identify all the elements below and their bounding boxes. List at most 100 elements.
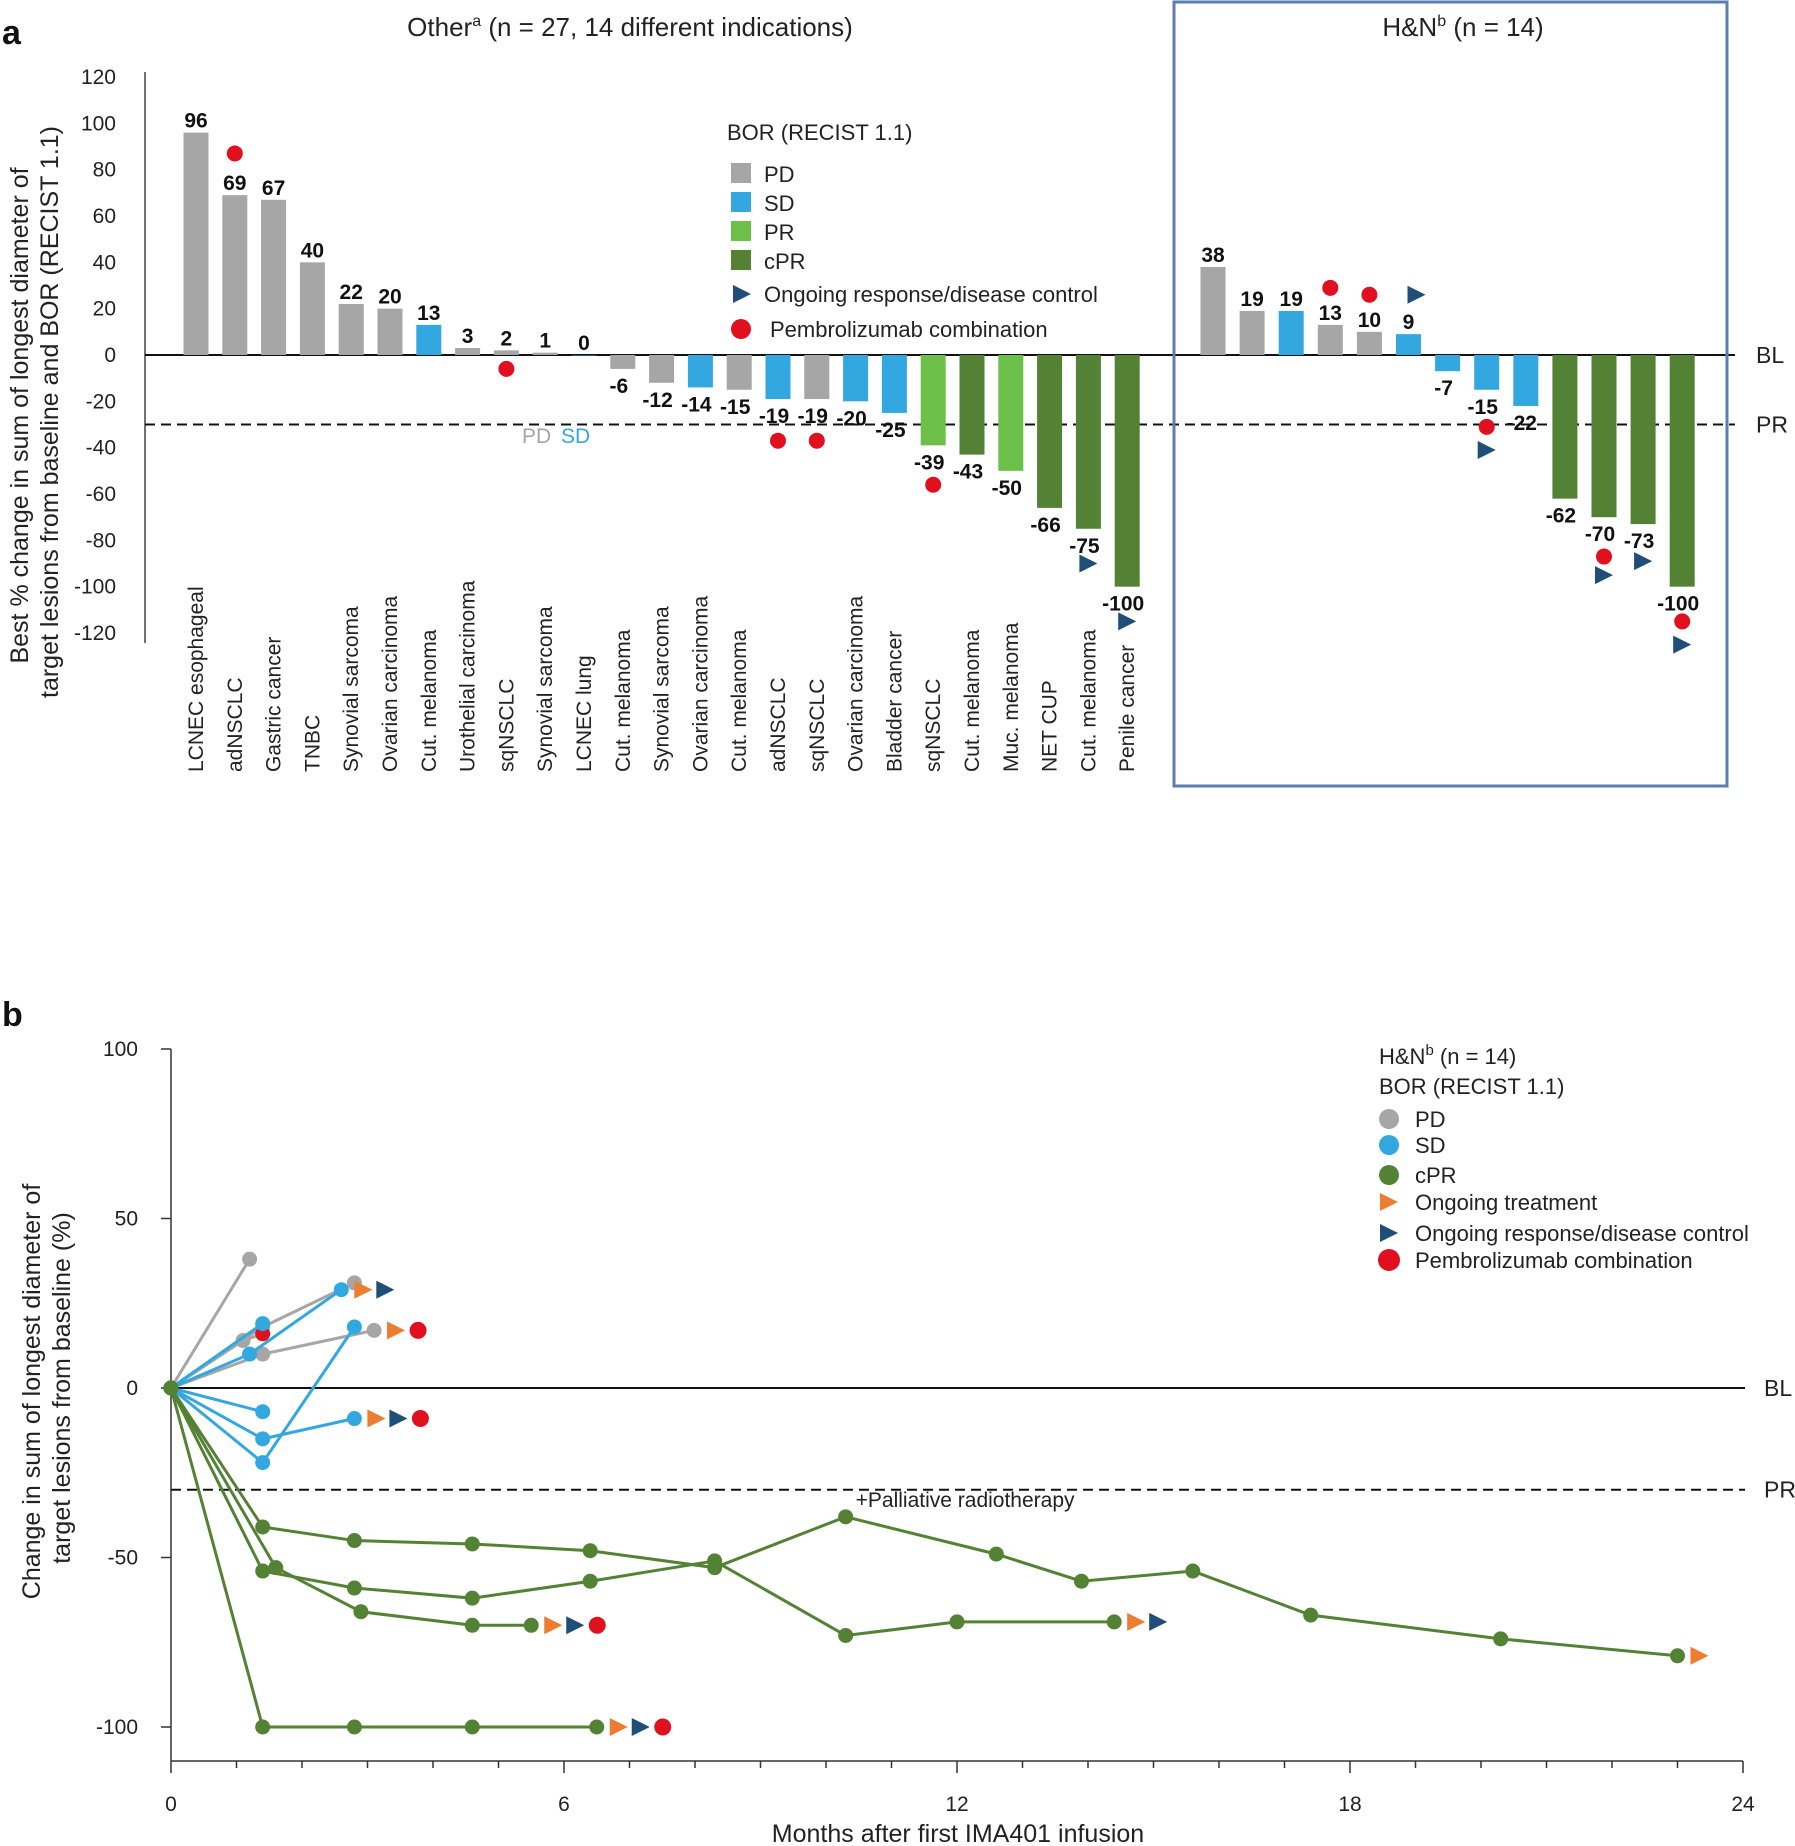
bar [1356, 331, 1382, 355]
category-label: Penile cancer [1116, 645, 1139, 772]
patient-data-point [589, 1719, 605, 1735]
patient-data-point [464, 1719, 480, 1735]
bar-value-label: -100 [1102, 593, 1144, 616]
panel-b-y-axis-title: Change in sum of longest diameter of tar… [18, 1177, 76, 1599]
panel-b-x-axis-title: Months after first IMA401 infusion [772, 1820, 1144, 1846]
ongoing-treatment-marker [387, 1321, 406, 1340]
category-label: sqNSCLC [495, 679, 518, 772]
inline-sd-note: SD [561, 425, 590, 448]
bar-value-label: 9 [1403, 311, 1415, 334]
patient-data-point [333, 1282, 349, 1298]
patient-data-point [464, 1617, 480, 1633]
bar [183, 132, 209, 355]
bar-value-label: 0 [578, 332, 590, 355]
y-tick-label: 0 [126, 1377, 138, 1400]
x-tick-label: 12 [945, 1793, 968, 1816]
patient-trajectory-line [170, 1288, 343, 1390]
category-label: TNBC [301, 715, 324, 772]
bar [843, 355, 869, 402]
bar-value-label: -15 [1468, 396, 1499, 419]
y-tick-label: -100 [74, 576, 116, 599]
patient-data-point [242, 1251, 258, 1267]
panel-b-legend-subtitle: BOR (RECIST 1.1) [1379, 1074, 1564, 1099]
legend-b-label-cpr: cPR [1415, 1163, 1457, 1188]
palliative-radiotherapy-annotation: +Palliative radiotherapy [856, 1489, 1075, 1512]
bar-value-label: 40 [301, 239, 324, 262]
bar-value-label: -14 [681, 393, 712, 416]
x-tick-label: 0 [165, 1793, 177, 1816]
bar-value-label: -73 [1624, 530, 1654, 553]
bar-value-label: -19 [798, 405, 828, 428]
pembrolizumab-marker [498, 360, 515, 377]
panel-a-legend: BOR (RECIST 1.1) PD SD PR cPR Ongoing re… [727, 120, 1098, 342]
patient-data-point [255, 1455, 271, 1471]
category-label: sqNSCLC [806, 679, 829, 772]
bar [959, 355, 985, 455]
patient-data-point [346, 1411, 362, 1427]
pembrolizumab-marker [1674, 613, 1691, 630]
patient-data-point [242, 1346, 258, 1362]
legend-swatch-pr [731, 221, 751, 241]
category-label: Gastric cancer [263, 637, 286, 772]
pembrolizumab-marker [925, 476, 942, 493]
bar [377, 308, 403, 355]
ongoing-treatment-marker [544, 1616, 563, 1635]
ongoing-response-marker [566, 1616, 585, 1635]
bar-value-label: 19 [1240, 288, 1263, 311]
inline-pd-note: PD [522, 425, 551, 448]
category-label: NET CUP [1039, 680, 1062, 772]
bar-value-label: -75 [1069, 535, 1100, 558]
category-label: LCNEC lung [573, 655, 596, 772]
bar-value-label: 69 [223, 172, 246, 195]
ongoing-treatment-marker [1690, 1646, 1709, 1665]
bar-value-label: 22 [340, 281, 363, 304]
bar-value-label: -70 [1585, 523, 1615, 546]
pembrolizumab-marker [1361, 286, 1378, 303]
bar [1239, 310, 1265, 355]
legend-label-pembrolizumab: Pembrolizumab combination [770, 317, 1048, 342]
patient-data-point [346, 1580, 362, 1596]
y-tick-label: 120 [81, 66, 116, 89]
bar-value-label: -7 [1434, 377, 1453, 400]
bar [338, 304, 364, 355]
patient-data-point [255, 1563, 271, 1579]
bar [493, 350, 519, 355]
patient-data-point [235, 1333, 251, 1349]
category-label: Synovial sarcoma [651, 606, 674, 772]
pembrolizumab-marker [1322, 279, 1339, 296]
bar [1075, 355, 1101, 529]
patient-data-point [707, 1553, 723, 1569]
ongoing-treatment-icon [1380, 1193, 1398, 1211]
category-label: adNSCLC [767, 677, 790, 772]
bar-value-label: -43 [953, 461, 983, 484]
panel-a-header-hn: H&Nb (n = 14) [1382, 12, 1543, 42]
category-label: Muc. melanoma [1000, 622, 1023, 772]
pembrolizumab-marker [808, 432, 825, 449]
bar [299, 262, 325, 355]
pr-label: PR [1764, 1477, 1795, 1503]
y-tick-label: -60 [86, 483, 116, 506]
bar-value-label: -22 [1507, 412, 1537, 435]
x-tick-label: 24 [1731, 1793, 1755, 1816]
legend-swatch-sd [731, 192, 751, 212]
patient-trajectory-line [170, 1322, 264, 1390]
bar-value-label: 1 [539, 330, 551, 353]
ongoing-response-marker [1407, 285, 1426, 304]
bar-value-label: 67 [262, 177, 285, 200]
pembrolizumab-marker [654, 1718, 672, 1736]
legend-marker-pd [1379, 1109, 1399, 1129]
legend-label-pd: PD [764, 162, 795, 187]
panel-a-plot: 120100806040200-20-40-60-80-100-120BLPR9… [74, 0, 1788, 788]
bar-value-label: 13 [1319, 302, 1342, 325]
category-label: Cut. melanoma [728, 629, 751, 772]
ongoing-response-icon [733, 285, 751, 303]
legend-b-label-pembrolizumab: Pembrolizumab combination [1415, 1248, 1693, 1273]
bar [222, 195, 248, 355]
bar-value-label: 3 [462, 325, 474, 348]
legend-b-label-pd: PD [1415, 1107, 1446, 1132]
bar [649, 355, 675, 383]
y-tick-label: -100 [96, 1716, 138, 1739]
patient-trajectory-line [170, 1386, 264, 1414]
category-label: Synovial sarcoma [340, 606, 363, 772]
pembrolizumab-marker [226, 145, 243, 162]
